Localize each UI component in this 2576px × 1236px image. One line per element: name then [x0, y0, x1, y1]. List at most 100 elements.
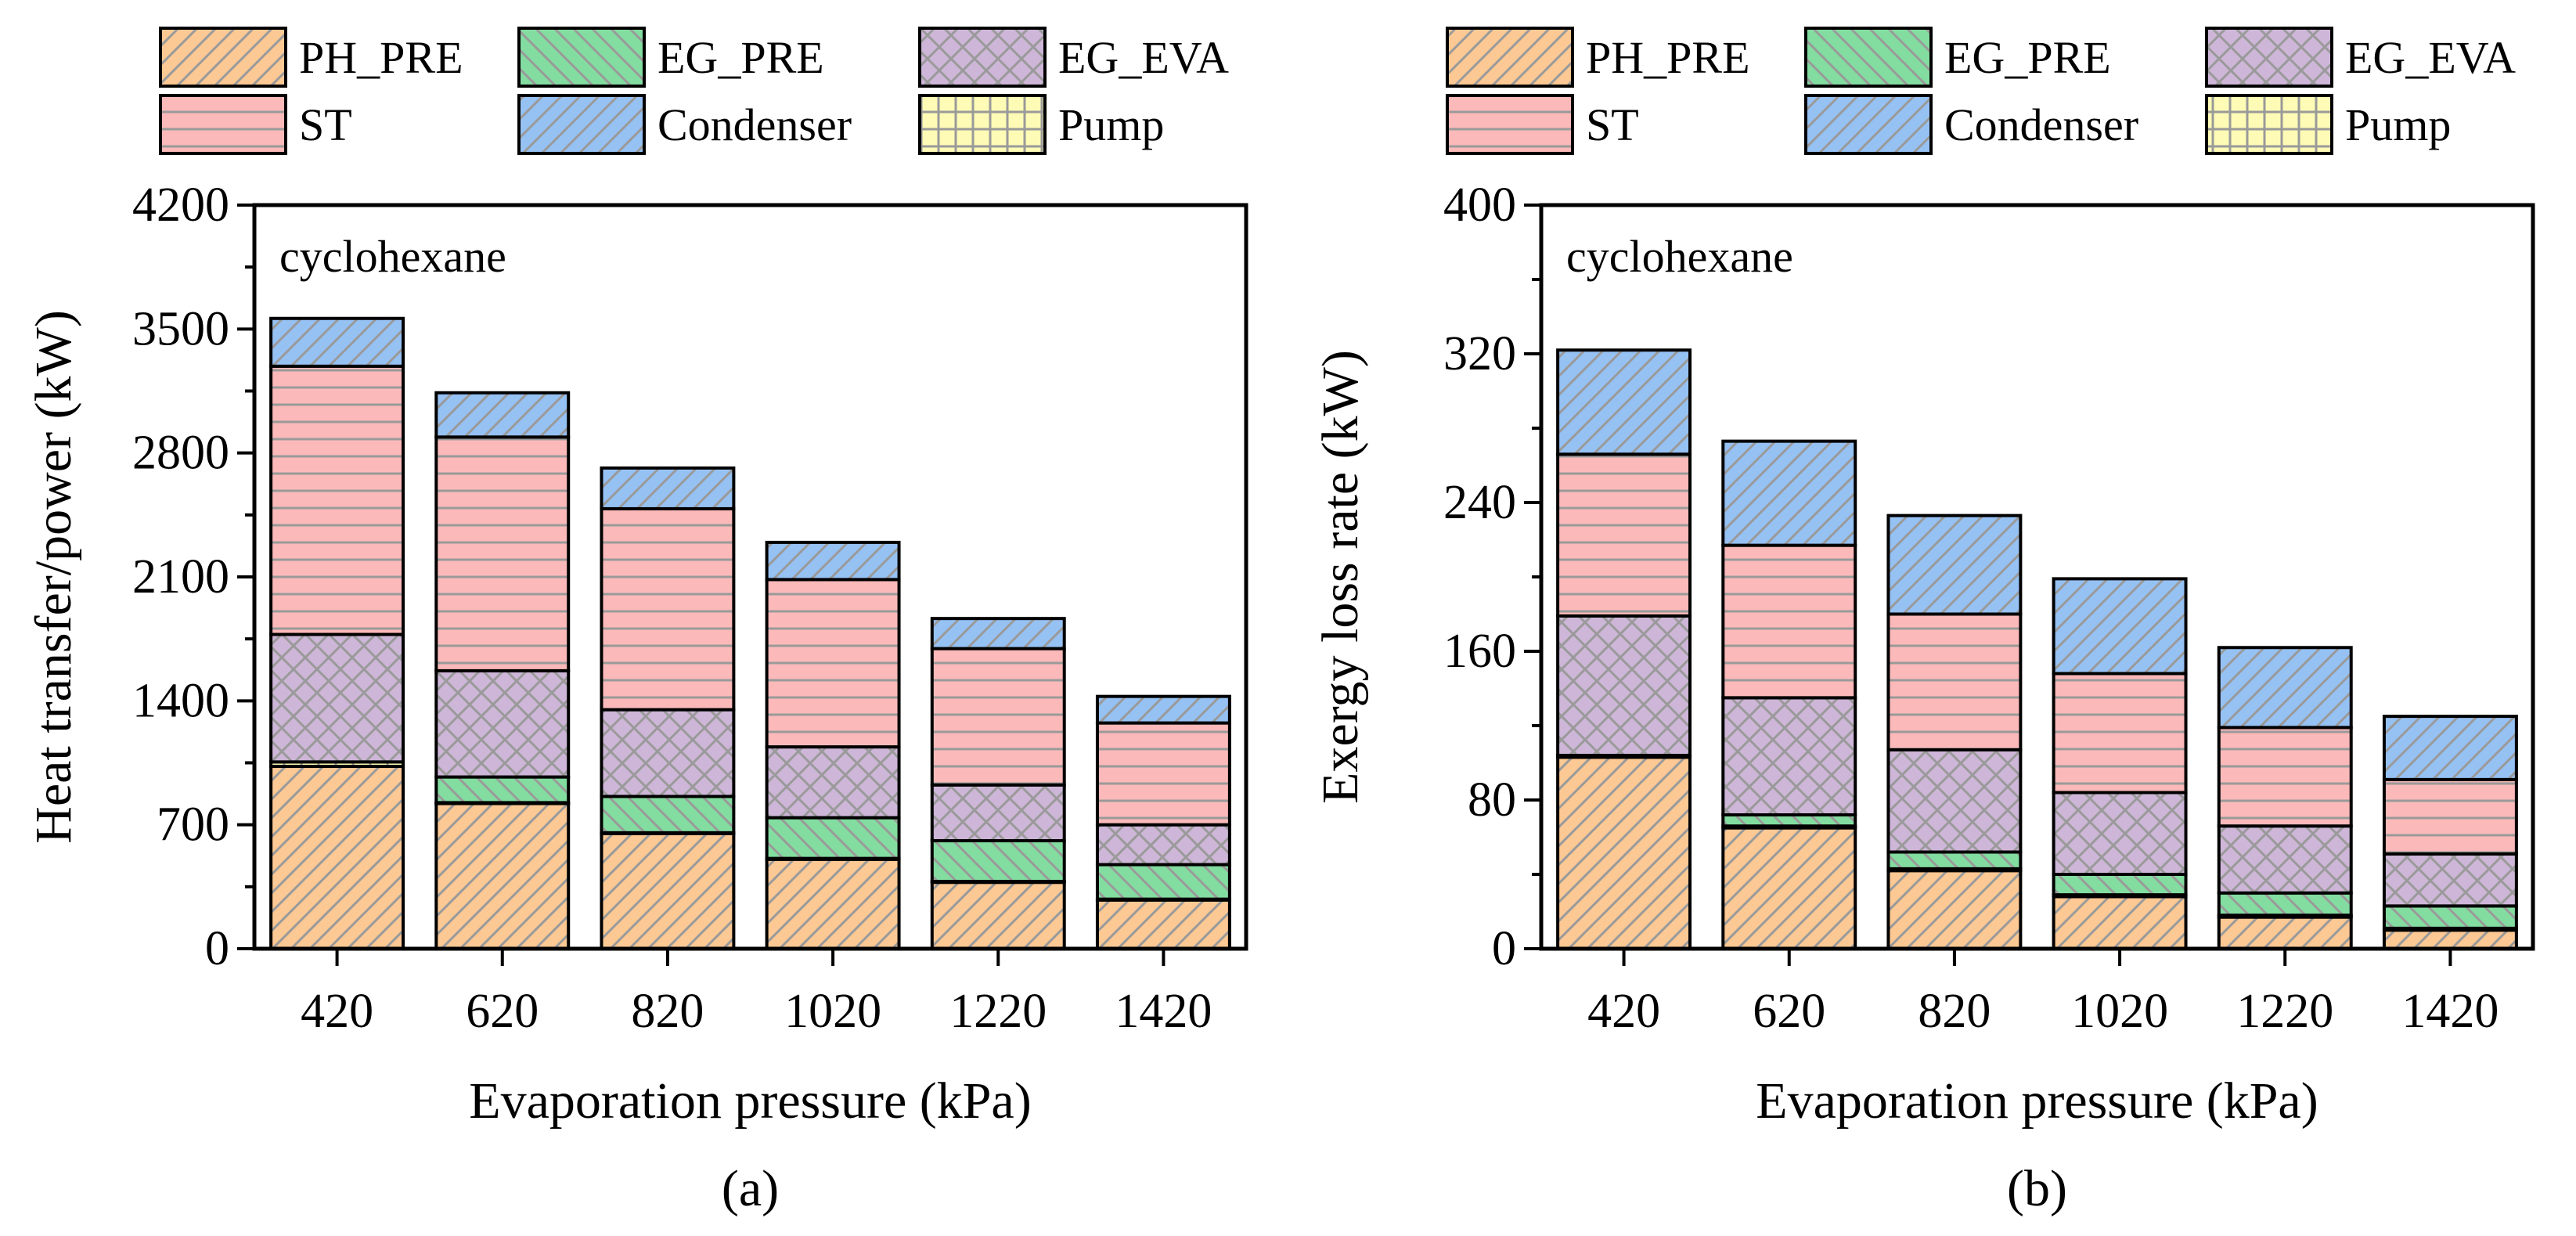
bar-1420-ph-pre-hatch	[2382, 928, 2518, 950]
bar-1020-eg-eva-hatch	[765, 745, 901, 820]
legend-label-st: ST	[299, 99, 352, 150]
x-tick-label: 420	[301, 985, 373, 1038]
bar-420-eg-eva-hatch	[269, 632, 405, 764]
legend-swatch-condenser-hatch	[1804, 94, 1933, 155]
x-tick-label: 820	[631, 985, 704, 1038]
x-tick-label: 420	[1587, 985, 1660, 1038]
legend-swatch-st-hatch	[159, 94, 287, 155]
bar-1020-condenser-hatch	[765, 540, 901, 582]
legend-swatch-pump-hatch	[2205, 94, 2333, 155]
legend-swatch-condenser-hatch	[517, 94, 646, 155]
bar-620-condenser-hatch	[1721, 439, 1857, 547]
annotation-fluid: cyclohexane	[279, 231, 506, 282]
legend-item-eg-eva: EG_EVA	[918, 27, 1229, 88]
bar-1420-st-hatch	[1095, 721, 1231, 827]
bar-820	[600, 466, 736, 950]
bar-1220-eg-eva-hatch	[930, 783, 1066, 843]
x-tick-label: 1020	[2071, 985, 2168, 1038]
bar-820-eg-eva-hatch	[600, 708, 736, 798]
bar-1420-ph-pre-hatch	[1095, 898, 1231, 950]
legend-label-st: ST	[1586, 99, 1639, 150]
bar-820-ph-pre-hatch	[600, 831, 736, 950]
chart-panel-a: PH_PRE EG_PRE EG_EVA ST Condenser Pump 0 700 140…	[25, 27, 1248, 1217]
legend-label-condenser: Condenser	[1944, 99, 2138, 150]
bar-1020-condenser-hatch	[2052, 577, 2188, 676]
legend-label-pump: Pump	[2345, 99, 2451, 150]
y-tick-label: 400	[1443, 178, 1516, 232]
bar-420-st-hatch	[1556, 452, 1692, 618]
legend-item-eg-pre: EG_PRE	[1804, 27, 2111, 88]
bar-420	[269, 316, 405, 950]
bar-1420-condenser-hatch	[2382, 715, 2518, 781]
y-axis: 0 700 1400 2100 2800 3500 4200	[132, 178, 254, 975]
bar-1220-eg-pre-hatch	[2217, 891, 2353, 917]
legend-item-pump: Pump	[918, 94, 1164, 155]
bar-1220-ph-pre-hatch	[2217, 915, 2353, 950]
bar-1220-condenser-hatch	[2217, 646, 2353, 730]
bars	[269, 316, 1231, 951]
bar-620-st-hatch	[1721, 543, 1857, 700]
bar-820-eg-pre-hatch	[1886, 850, 2023, 870]
bar-620-eg-eva-hatch	[1721, 696, 1857, 816]
legend-label-eg-eva: EG_EVA	[2345, 32, 2516, 83]
bar-1420-condenser-hatch	[1095, 694, 1231, 725]
y-tick-label: 80	[1468, 773, 1516, 827]
y-axis-title: Heat transfer/power (kW)	[25, 310, 82, 844]
bar-1420-st-hatch	[2382, 777, 2518, 856]
legend-item-condenser: Condenser	[1804, 94, 2138, 155]
legend-label-condenser: Condenser	[658, 99, 852, 150]
bar-1420-eg-eva-hatch	[2382, 852, 2518, 908]
bar-620-eg-eva-hatch	[434, 668, 571, 779]
bar-620-st-hatch	[434, 435, 571, 672]
legend-swatch-eg-pre-hatch	[1804, 27, 1933, 88]
y-tick-label: 2800	[132, 427, 229, 480]
bar-1220-ph-pre-hatch	[930, 881, 1066, 951]
bar-820-eg-pre-hatch	[600, 795, 736, 834]
y-tick-label: 0	[1492, 922, 1516, 975]
bar-1020-eg-eva-hatch	[2052, 791, 2188, 876]
y-tick-label: 240	[1443, 476, 1516, 529]
chart-panel-b: PH_PRE EG_PRE EG_EVA ST Condenser Pump 0 80 160 2…	[1312, 27, 2535, 1217]
bar-1020	[2052, 577, 2188, 950]
x-tick-label: 620	[1753, 985, 1825, 1038]
bar-420-eg-eva-hatch	[1556, 614, 1692, 757]
x-axis: 420 620 820 1020 1220 1420	[301, 949, 1212, 1038]
bar-1020-ph-pre-hatch	[2052, 895, 2188, 950]
y-tick-label: 320	[1443, 327, 1516, 380]
bar-620-ph-pre-hatch	[434, 802, 571, 950]
legend: PH_PRE EG_PRE EG_EVA ST Condenser Pump	[159, 27, 1229, 155]
bar-1020	[765, 540, 901, 950]
bar-1420-eg-pre-hatch	[1095, 863, 1231, 901]
bar-1020-eg-pre-hatch	[765, 816, 901, 860]
legend-swatch-st-hatch	[1446, 94, 1574, 155]
x-tick-label: 1020	[784, 985, 881, 1038]
bar-820-condenser-hatch	[600, 466, 736, 510]
panel-caption: (b)	[2007, 1160, 2067, 1217]
x-tick-label: 1220	[949, 985, 1047, 1038]
bar-1220-eg-eva-hatch	[2217, 824, 2353, 895]
bar-1420-eg-pre-hatch	[2382, 904, 2518, 930]
bar-1020-st-hatch	[765, 578, 901, 749]
legend-item-eg-pre: EG_PRE	[517, 27, 824, 88]
bar-1420	[2382, 715, 2518, 950]
bar-1220-st-hatch	[2217, 726, 2353, 828]
bar-820-st-hatch	[1886, 612, 2023, 751]
bar-820-condenser-hatch	[1886, 513, 2023, 616]
y-tick-label: 3500	[132, 302, 229, 355]
legend-label-ph-pre: PH_PRE	[1586, 32, 1750, 83]
legend-item-st: ST	[1446, 94, 1639, 155]
y-tick-label: 2100	[132, 550, 229, 604]
x-axis-title: Evaporation pressure (kPa)	[469, 1072, 1031, 1130]
legend-item-pump: Pump	[2205, 94, 2451, 155]
bar-1020-ph-pre-hatch	[765, 857, 901, 950]
bar-620-eg-pre-hatch	[434, 775, 571, 805]
bar-620-condenser-hatch	[434, 391, 571, 439]
x-tick-label: 820	[1918, 985, 1991, 1038]
bar-620	[1721, 439, 1857, 950]
bar-620-ph-pre-hatch	[1721, 826, 1857, 950]
x-axis: 420 620 820 1020 1220 1420	[1587, 949, 2499, 1038]
bar-1220	[930, 617, 1066, 951]
legend-swatch-eg-pre-hatch	[517, 27, 646, 88]
legend-label-eg-pre: EG_PRE	[1944, 32, 2111, 83]
x-axis-title: Evaporation pressure (kPa)	[1756, 1072, 2318, 1130]
